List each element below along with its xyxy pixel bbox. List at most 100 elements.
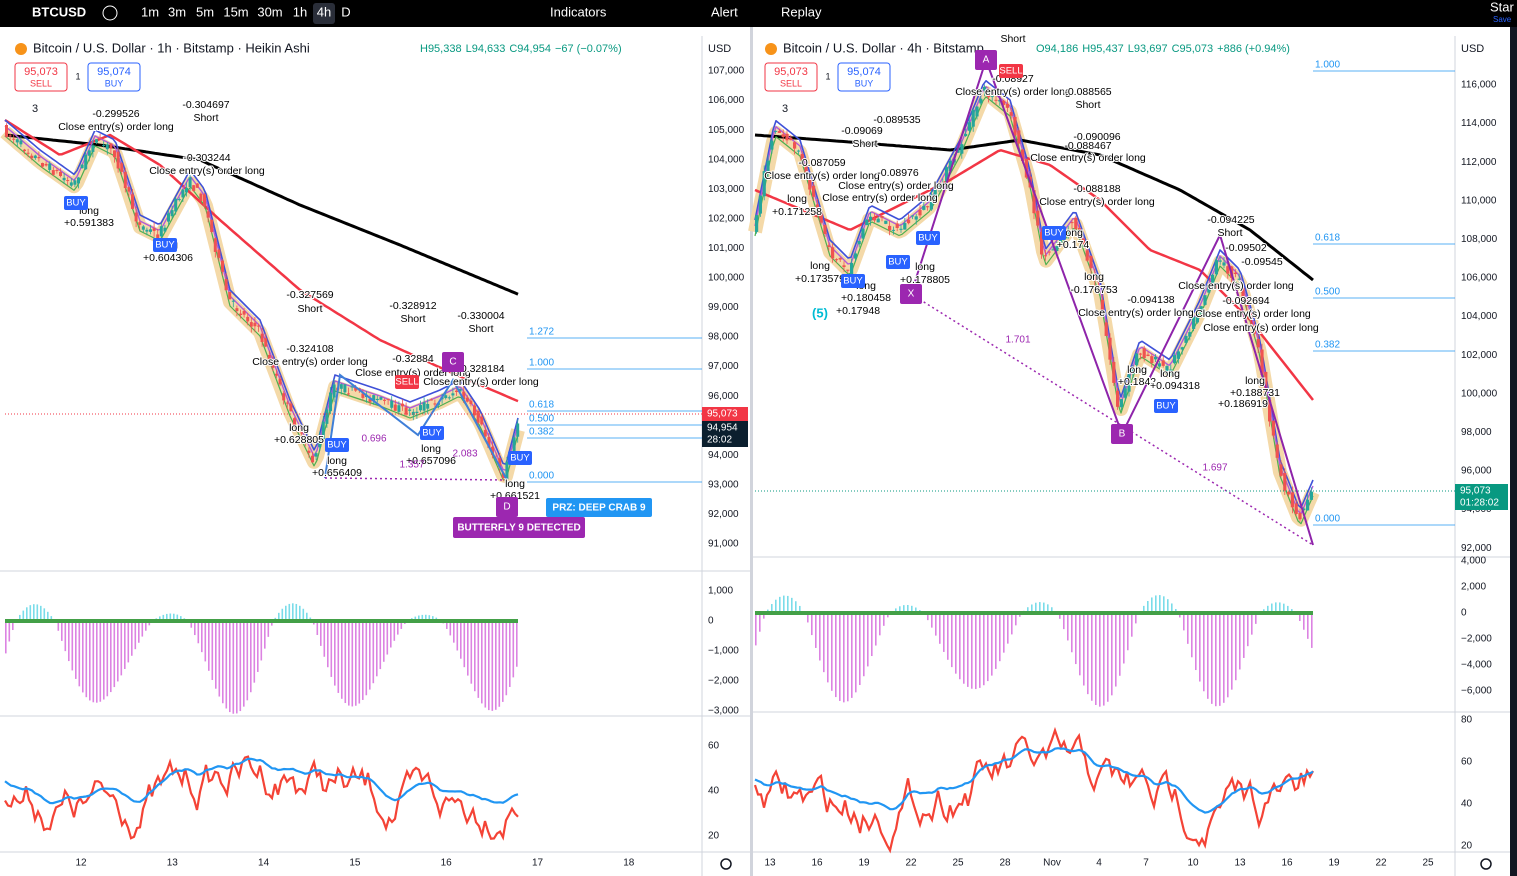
interval-button[interactable]: 3m	[168, 4, 186, 19]
harmonic-pattern	[324, 373, 508, 481]
histogram-bar	[1031, 604, 1033, 613]
candle-body	[1104, 322, 1108, 336]
interval-button[interactable]: D	[341, 4, 350, 19]
histogram-bar	[99, 621, 102, 702]
histogram-bar	[819, 613, 821, 661]
strategy-annotation: -0.304697	[182, 99, 229, 111]
save-button[interactable]: Save	[1493, 15, 1512, 24]
histogram-bar	[935, 613, 937, 636]
right-sidebar	[1510, 27, 1517, 876]
bar-countdown: 01:28:02	[1460, 498, 1499, 509]
candle-body	[242, 311, 246, 315]
candle-body	[945, 167, 949, 182]
replay-button[interactable]: Replay	[781, 4, 822, 19]
histogram-bar	[337, 621, 340, 693]
account[interactable]: Star	[1490, 0, 1515, 14]
buy-button[interactable]	[87, 62, 141, 92]
candle-body	[1119, 399, 1123, 408]
candle-body	[865, 219, 869, 226]
interval-button[interactable]: 4h	[317, 4, 331, 19]
histogram-bar	[334, 621, 336, 686]
candle-body	[257, 325, 260, 327]
indicator-count[interactable]: 3	[782, 103, 788, 115]
histogram-bar	[995, 613, 997, 669]
price-tick-label: 97,000	[708, 361, 739, 372]
histogram-bar	[1027, 607, 1029, 613]
histogram-bar	[127, 621, 130, 663]
candle-body	[812, 185, 816, 197]
sell-button[interactable]	[14, 62, 68, 92]
interval-button[interactable]: 1h	[293, 4, 307, 19]
histogram-bar	[498, 621, 501, 707]
buy-button[interactable]	[837, 62, 891, 92]
price-tick-label: 100,000	[1461, 388, 1498, 399]
interval-button[interactable]: 30m	[257, 4, 282, 19]
interval-button[interactable]: 1m	[141, 4, 159, 19]
signal-label: BUY	[155, 240, 175, 251]
histogram-bar	[173, 613, 175, 621]
candle-body	[87, 150, 91, 156]
time-tick-label: 7	[1143, 858, 1149, 869]
histogram-bar	[859, 613, 861, 686]
candle-body	[1207, 284, 1211, 293]
histogram-bar	[162, 614, 165, 621]
histogram-bar	[218, 621, 221, 697]
candle-body	[221, 260, 224, 272]
histogram-bar	[1115, 613, 1117, 687]
histogram-bar	[204, 621, 207, 662]
histogram-bar	[1111, 613, 1113, 696]
candle-body	[1302, 508, 1306, 511]
histogram-bar	[899, 606, 901, 613]
symbol[interactable]: BTCUSD	[32, 4, 86, 19]
candle-body	[1100, 299, 1104, 312]
strategy-annotation: +0.628805	[274, 434, 324, 446]
currency[interactable]: USD	[1461, 43, 1484, 55]
strategy-annotation: -0.32884	[392, 353, 434, 365]
candle-body	[131, 194, 134, 209]
candle-body	[777, 130, 781, 133]
currency[interactable]: USD	[708, 43, 731, 55]
histogram-bar	[855, 613, 857, 693]
sell-button[interactable]	[764, 62, 818, 92]
candle-body	[986, 93, 990, 98]
price-tick-label: 106,000	[1461, 273, 1498, 284]
histogram-bar	[22, 610, 25, 621]
indicators-button[interactable]: Indicators	[550, 4, 607, 19]
candle-body	[758, 195, 762, 214]
time-tick-label: 16	[441, 858, 453, 869]
strategy-annotation: Close entry(s) order long	[1078, 307, 1194, 319]
histogram-bar	[1175, 608, 1177, 613]
strategy-annotation: Close entry(s) order long	[764, 170, 880, 182]
histogram-bar	[1171, 603, 1173, 613]
price-tick-label: 102,000	[708, 213, 745, 224]
histogram-bar	[1223, 613, 1225, 703]
candle-body	[84, 154, 88, 170]
candle-body	[1032, 190, 1036, 214]
candle-body	[451, 393, 455, 396]
histogram-bar	[1095, 613, 1097, 706]
signal-label: BUY	[843, 276, 863, 287]
histogram-bar	[113, 621, 116, 688]
settings-button[interactable]	[1480, 858, 1492, 870]
candle-body	[235, 308, 239, 312]
interval-button[interactable]: 5m	[196, 4, 214, 19]
indicator-count[interactable]: 3	[32, 103, 38, 115]
settings-button[interactable]	[720, 858, 732, 870]
alert-button[interactable]: Alert	[711, 4, 738, 19]
chart-panel-1h: Bitcoin / U.S. Dollar · 1h · Bitstamp · …	[0, 36, 750, 876]
histogram-bar	[959, 613, 961, 680]
strategy-annotation: -0.328184	[457, 363, 504, 375]
add-symbol[interactable]	[102, 5, 118, 21]
histogram-bar	[1215, 613, 1217, 707]
candle-body	[1233, 272, 1237, 275]
histogram-bar	[92, 621, 95, 703]
chart-panel-4h: Bitcoin / U.S. Dollar · 4h · Bitstamp O94…	[748, 32, 1510, 876]
histogram-bar	[1135, 613, 1137, 624]
rsi-tick-label: 40	[1461, 799, 1473, 810]
signal-label: BUY	[66, 198, 86, 209]
candle-body	[404, 407, 408, 415]
candle-body	[447, 397, 451, 399]
histogram-bar	[771, 604, 773, 613]
interval-button[interactable]: 15m	[223, 4, 248, 19]
candle-body	[426, 403, 430, 409]
